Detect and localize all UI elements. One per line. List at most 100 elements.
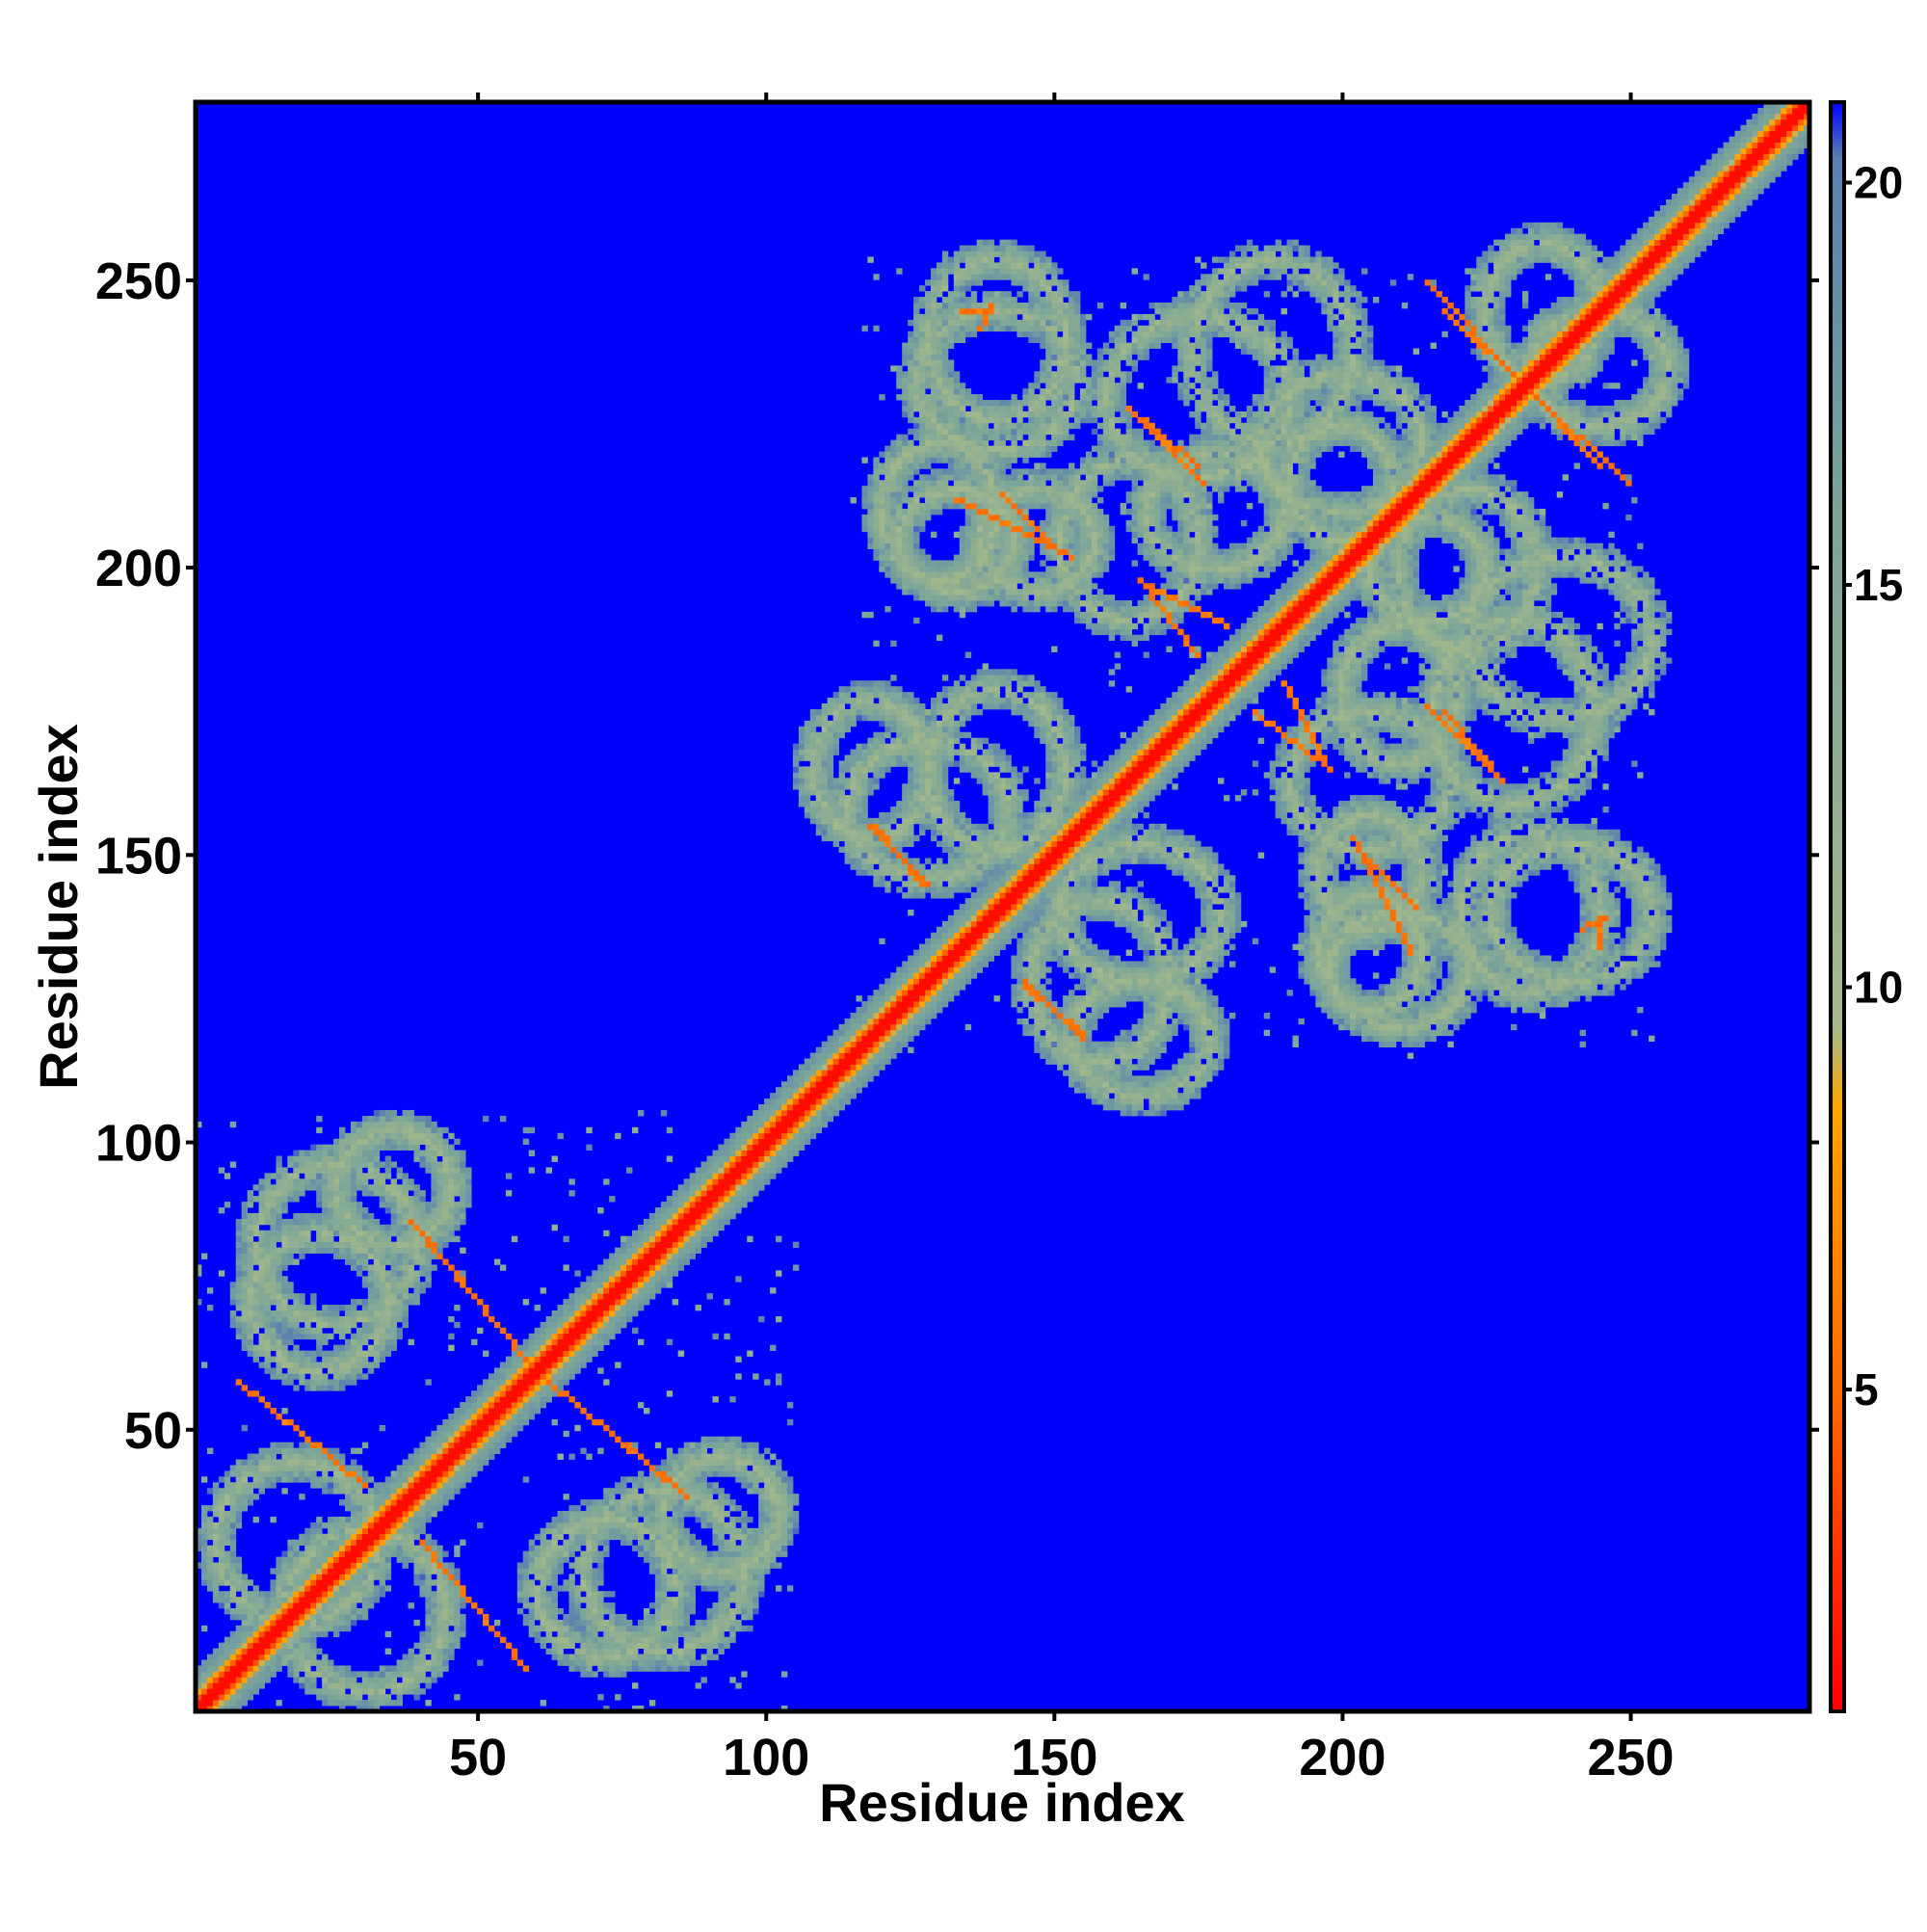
heatmap-cell [409,1482,414,1488]
heatmap-cell [626,1236,632,1242]
heatmap-cell [661,1660,667,1666]
heatmap-cell [431,1665,436,1671]
heatmap-cell [770,1488,776,1494]
heatmap-cell [776,1499,781,1505]
heatmap-cell [512,1367,517,1373]
heatmap-cell [620,1282,626,1287]
heatmap-cell [620,1620,626,1626]
heatmap-cell [655,1654,661,1660]
heatmap-cell [230,1688,236,1694]
heatmap-cell [597,1282,603,1287]
heatmap-cell [414,1470,420,1476]
heatmap-cell [391,1470,397,1476]
heatmap-cell [242,1665,248,1671]
heatmap-cell [368,1700,374,1706]
heatmap-cell [747,1591,752,1597]
heatmap-cell [523,1408,529,1414]
heatmap-cell [351,1357,356,1363]
heatmap-cell [270,1236,276,1242]
heatmap-cell [609,1270,615,1276]
heatmap-cell [667,1276,673,1282]
heatmap-cell [414,1574,420,1579]
heatmap-cell [374,1511,380,1517]
heatmap-cell [219,1688,224,1694]
heatmap-cell [580,1305,586,1310]
heatmap-cell [454,1442,460,1448]
heatmap-cell [483,1437,488,1442]
heatmap-cell [465,1167,471,1173]
heatmap-cell [626,1299,632,1305]
heatmap-cell [345,1202,351,1207]
heatmap-cell [281,1316,287,1322]
heatmap-cell [293,1345,299,1351]
heatmap-cell [419,1259,425,1265]
heatmap-cell [345,1574,351,1579]
heatmap-cell [345,1207,351,1213]
heatmap-cell [488,1396,494,1402]
heatmap-cell [718,1470,724,1476]
heatmap-cell [276,1236,281,1242]
heatmap-cell [568,1362,574,1367]
heatmap-cell [224,1482,230,1488]
heatmap-cell [403,1219,409,1225]
heatmap-cell [460,1482,465,1488]
heatmap-cell [678,1528,684,1534]
heatmap-cell [696,1219,701,1225]
heatmap-cell [712,1219,718,1225]
heatmap-cell [259,1620,265,1626]
heatmap-cell [517,1351,523,1357]
heatmap-cell [248,1665,253,1671]
heatmap-cell [281,1637,287,1643]
heatmap-cell [655,1522,661,1528]
heatmap-cell [758,1156,764,1162]
heatmap-cell [248,1494,253,1499]
heatmap-cell [230,1282,236,1287]
heatmap-cell [684,1190,690,1196]
heatmap-cell [374,1259,380,1265]
heatmap-cell [414,1196,420,1202]
heatmap-cell [281,1248,287,1254]
heatmap-cell [741,1470,747,1476]
heatmap-cell [568,1190,574,1196]
heatmap-cell [626,1305,632,1310]
heatmap-cell [328,1528,333,1534]
heatmap-cell [517,1385,523,1390]
heatmap-cell [586,1591,592,1597]
heatmap-cell [425,1591,431,1597]
heatmap-cell [385,1574,391,1579]
heatmap-cell [242,1626,248,1631]
heatmap-cell [431,1127,436,1133]
heatmap-cell [626,1660,632,1666]
heatmap-cell [535,1367,541,1373]
heatmap-cell [644,1236,649,1242]
heatmap-cell [391,1242,397,1248]
heatmap-cell [403,1551,409,1557]
heatmap-cell [304,1614,310,1620]
heatmap-cell [603,1339,609,1345]
heatmap-cell [747,1585,752,1591]
heatmap-cell [339,1540,345,1546]
heatmap-cell [409,1145,414,1151]
heatmap-cell [281,1488,287,1494]
heatmap-cell [460,1161,465,1167]
heatmap-cell [403,1178,409,1184]
heatmap-cell [655,1540,661,1546]
heatmap-cell [776,1482,781,1488]
heatmap-cell [684,1460,690,1466]
heatmap-cell [419,1454,425,1460]
heatmap-cell [362,1528,368,1534]
heatmap-cell [236,1322,242,1328]
heatmap-cell [380,1287,385,1293]
heatmap-cell [568,1631,574,1637]
heatmap-cell [460,1431,465,1437]
heatmap-cell [397,1270,403,1276]
heatmap-cell [316,1328,322,1334]
heatmap-cell [718,1151,724,1156]
heatmap-cell [741,1482,747,1488]
heatmap-cell [385,1236,391,1242]
heatmap-cell [735,1568,741,1574]
heatmap-cell [253,1602,259,1608]
heatmap-cell [718,1579,724,1585]
heatmap-cell [764,1476,770,1482]
heatmap-cell [592,1614,597,1620]
